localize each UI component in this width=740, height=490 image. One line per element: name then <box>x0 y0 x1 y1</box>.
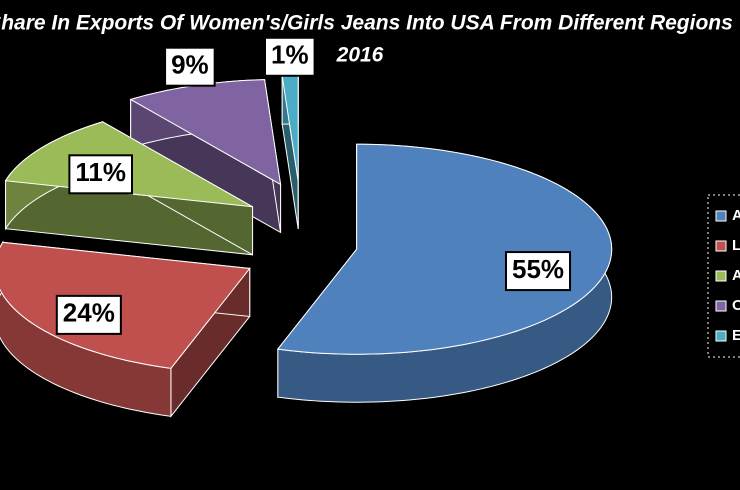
pie-slice <box>129 79 282 234</box>
legend-box <box>707 194 740 358</box>
pie-slice <box>276 143 613 403</box>
legend-label: O <box>732 297 740 314</box>
pie-slice <box>281 75 299 230</box>
data-label-box <box>55 294 122 335</box>
legend-swatch <box>715 300 727 312</box>
data-label: 1% <box>271 40 309 70</box>
data-label: 9% <box>171 50 209 80</box>
slice-top <box>0 241 251 369</box>
data-label-box <box>263 36 316 77</box>
legend-label: E <box>732 327 740 344</box>
pie-slice <box>0 240 251 418</box>
slice-top <box>276 143 613 355</box>
legend-label: A <box>732 267 740 284</box>
legend-swatch <box>715 240 727 252</box>
legend-swatch <box>715 210 727 222</box>
data-label: 55% <box>512 254 564 284</box>
legend-label: L <box>732 237 740 254</box>
data-label: 24% <box>63 298 115 328</box>
legend-swatch <box>715 270 727 282</box>
data-label-box <box>68 154 133 195</box>
chart-subtitle: 2016 <box>336 44 384 67</box>
data-label: 11% <box>75 157 126 187</box>
data-label-box <box>504 251 572 292</box>
legend-label: A <box>732 207 740 224</box>
legend-swatch <box>715 330 727 342</box>
pie <box>0 75 613 418</box>
data-label-box <box>164 46 216 87</box>
data-labels: 55% 24% 11% 9% 1% <box>55 36 572 335</box>
chart-title: Share In Exports Of Women's/Girls Jeans … <box>0 12 733 35</box>
